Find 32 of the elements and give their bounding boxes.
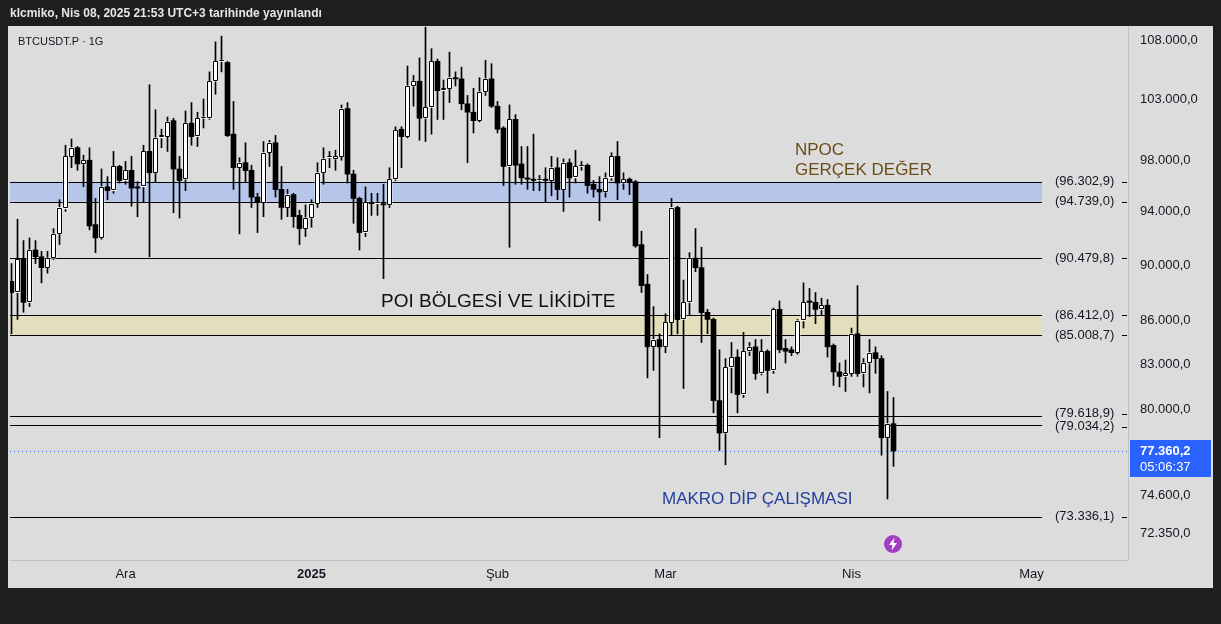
y-tick-label: 74.600,0 [1140,487,1191,503]
x-tick-label: Şub [485,566,510,582]
ref-line-label: (79.618,9) [1055,405,1115,421]
ref-line-label: (94.739,0) [1055,193,1115,209]
y-tick-label: 86.000,0 [1140,312,1191,328]
y-tick-label: 103.000,0 [1140,90,1198,106]
ref-line-label: (90.479,8) [1055,249,1115,265]
x-tick-label: 2025 [297,566,326,582]
ref-line-label: (86.412,0) [1055,306,1115,322]
text: BTCUSDT.P · 1G [18,35,104,47]
ref-line-label: (85.008,7) [1055,326,1115,342]
ref-line-label: (96.302,9) [1055,173,1115,189]
x-tick-label: Ara [115,566,137,582]
x-tick-label: Nis [842,566,862,582]
annotation: NPOC [795,139,845,159]
x-tick-label: May [1019,566,1045,582]
text: 05:06:37 [1140,458,1191,474]
y-tick-label: 108.000,0 [1140,32,1198,48]
annotation: GERÇEK DEĞER [795,159,932,179]
text: klcmiko, Nis 08, 2025 21:53 UTC+3 tarihinde yayınlandı [10,6,322,20]
x-tick-label: Mar [654,566,678,582]
annotation: MAKRO DİP ÇALIŞMASI [662,488,853,508]
annotation: POI BÖLGESİ VE LİKİDİTE [381,290,616,312]
y-tick-label: 72.350,0 [1140,524,1191,540]
ref-line-label: (73.336,1) [1055,508,1115,524]
y-tick-label: 98.000,0 [1140,151,1191,167]
y-tick-label: 83.000,0 [1140,356,1191,372]
y-tick-label: 80.000,0 [1140,401,1191,417]
y-tick-label: 90.000,0 [1140,256,1191,272]
ref-line-label: 77.360,2 [1140,442,1191,458]
y-tick-label: 94.000,0 [1140,203,1191,219]
ref-line-label: (79.034,2) [1055,418,1115,434]
